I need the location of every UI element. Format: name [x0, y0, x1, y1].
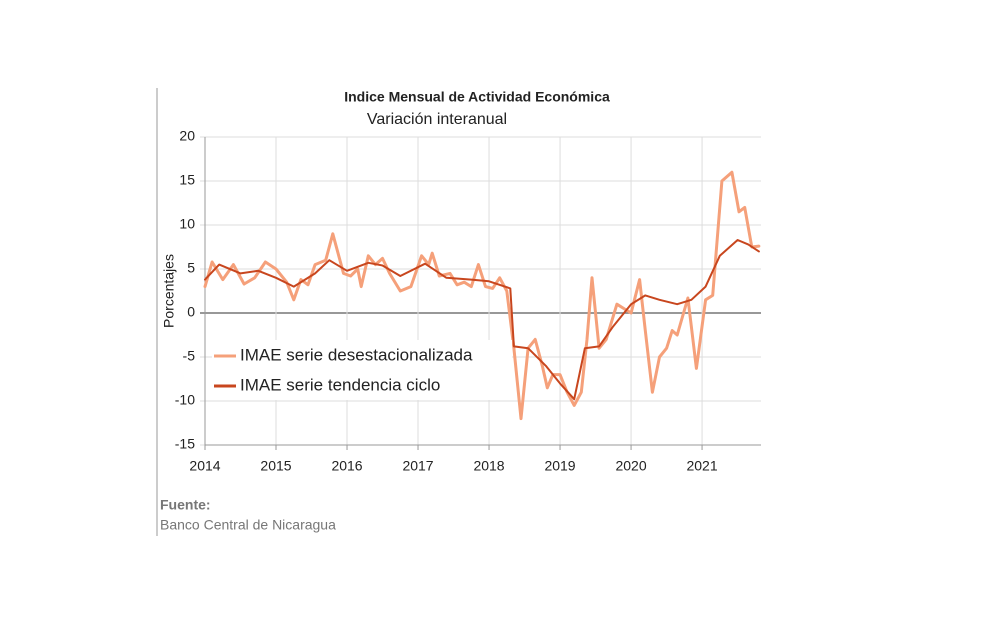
line-series [204, 239, 760, 401]
source-label: Fuente: [160, 497, 211, 513]
source: Banco Central de Nicaragua [160, 517, 336, 533]
x-tick-label: 2017 [402, 458, 433, 474]
x-tick-label: 2016 [331, 458, 362, 474]
y-tick-label: 20 [179, 128, 195, 144]
legend-label: IMAE serie desestacionalizada [240, 345, 473, 364]
line-series [203, 170, 761, 421]
x-tick-label: 2019 [544, 458, 575, 474]
y-tick-label: 5 [187, 260, 195, 276]
x-tick-label: 2014 [189, 458, 220, 474]
y-tick-label: 10 [179, 216, 195, 232]
y-axis-label: Porcentajes [161, 254, 177, 328]
x-tick-label: 2018 [473, 458, 504, 474]
y-tick-label: 15 [179, 172, 195, 188]
x-tick-label: 2020 [615, 458, 646, 474]
y-tick-label: -10 [175, 392, 195, 408]
legend-label: IMAE serie tendencia ciclo [240, 375, 440, 394]
y-tick-label: 0 [187, 304, 195, 320]
chart-subtitle: Variación interanual [367, 111, 507, 128]
x-tick-label: 2015 [260, 458, 291, 474]
y-tick-label: -15 [175, 436, 195, 452]
chart-title: Indice Mensual de Actividad Económica [344, 89, 610, 105]
y-tick-label: -5 [183, 348, 196, 364]
x-tick-label: 2021 [686, 458, 717, 474]
legend-box [212, 340, 512, 400]
